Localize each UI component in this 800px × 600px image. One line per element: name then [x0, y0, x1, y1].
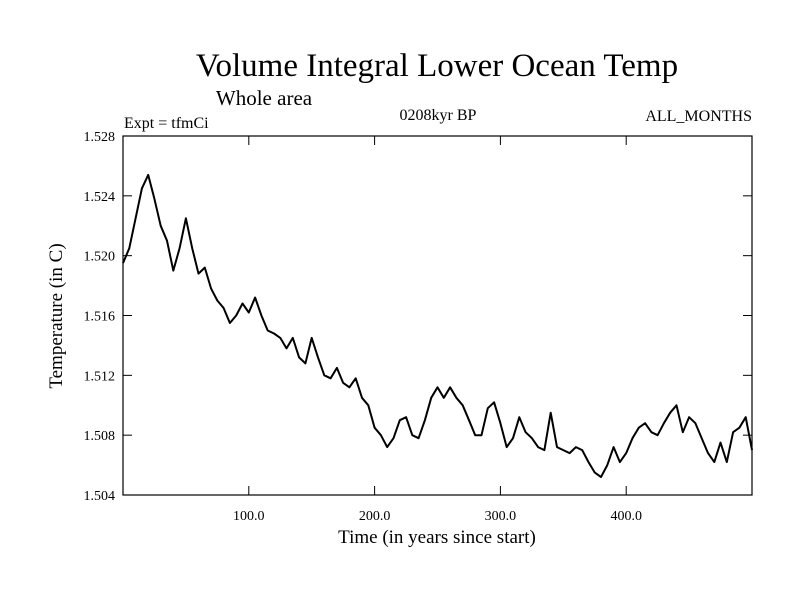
expt-label: Expt = tfmCi — [124, 115, 209, 132]
x-axis: 100.0 200.0 300.0 400.0 — [233, 136, 642, 524]
plot-frame — [122, 135, 753, 496]
x-tick-label: 300.0 — [485, 509, 517, 524]
y-tick-label: 1.508 — [84, 429, 116, 444]
x-tick-label: 400.0 — [610, 509, 642, 524]
y-tick-label: 1.528 — [84, 130, 116, 145]
y-tick-label: 1.512 — [84, 369, 116, 384]
x-tick-label: 200.0 — [359, 509, 391, 524]
months-label: ALL_MONTHS — [645, 108, 752, 125]
y-axis: 1.504 1.508 1.512 1.516 1.520 1.524 1.528 — [84, 130, 752, 504]
temperature-series-line — [122, 173, 753, 478]
period-label: 0208kyr BP — [400, 107, 477, 124]
x-axis-label: Time (in years since start) — [338, 527, 536, 548]
y-tick-label: 1.524 — [84, 190, 116, 205]
y-tick-label: 1.516 — [84, 310, 116, 325]
x-tick-label: 100.0 — [233, 509, 265, 524]
chart-subtitle: Whole area — [216, 86, 313, 110]
y-tick-label: 1.520 — [84, 250, 116, 265]
y-axis-label: Temperature (in C) — [46, 243, 67, 388]
y-tick-label: 1.504 — [84, 489, 116, 504]
chart-title: Volume Integral Lower Ocean Temp — [196, 48, 678, 84]
